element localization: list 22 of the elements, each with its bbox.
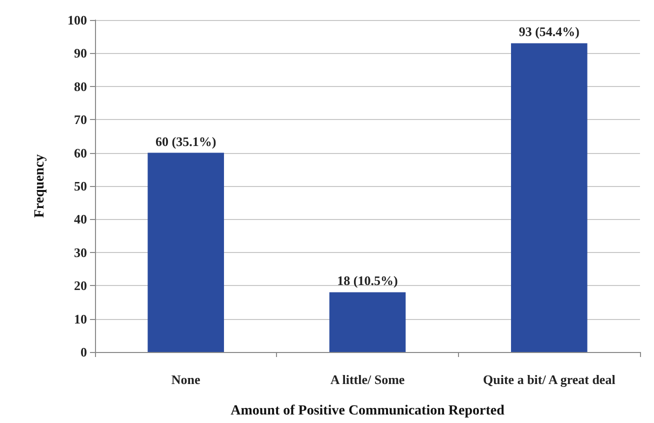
data-label: 18 (10.5%) [337,273,398,288]
x-tick-label: A little/ Some [330,372,405,387]
x-tick-label: Quite a bit/ A great deal [483,372,616,387]
y-tick-label: 70 [74,112,87,128]
y-tick-label: 80 [74,78,87,94]
y-tick-label: 0 [80,344,87,360]
y-tick-label: 10 [74,311,87,326]
y-tick-label: 20 [74,278,87,294]
y-tick-label: 90 [74,46,87,61]
x-tick-label: None [171,372,201,387]
y-axis-title: Frequency [32,154,48,218]
bar [329,292,406,352]
bar [511,43,588,352]
y-tick-label: 60 [74,145,87,160]
y-tick-label: 100 [68,12,87,28]
x-axis-title: Amount of Positive Communication Reported [230,404,505,418]
y-tick-label: 30 [74,244,87,260]
bar [148,152,224,352]
data-label: 93 (54.4%) [518,24,580,40]
y-tick-label: 50 [74,178,87,194]
data-label: 60 (35.1%) [155,134,216,149]
y-tick-label: 40 [74,212,87,227]
